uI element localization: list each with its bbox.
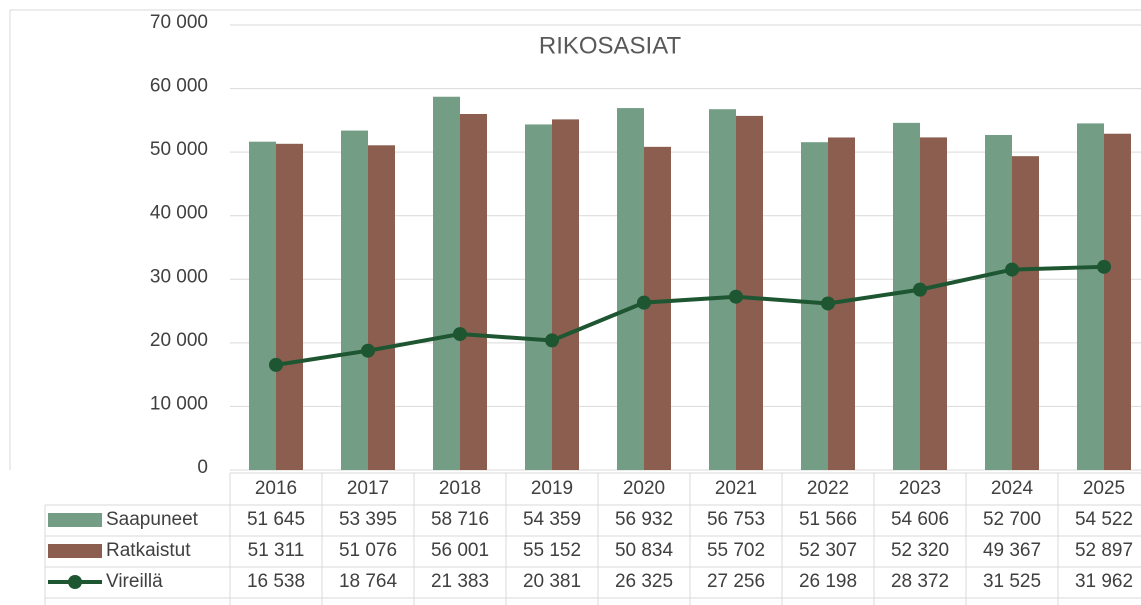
bar xyxy=(368,145,395,471)
table-value: 28 372 xyxy=(891,571,949,592)
legend-swatch xyxy=(48,544,102,558)
table-value: 54 359 xyxy=(523,509,581,530)
chart-title: RIKOSASIAT xyxy=(539,32,682,59)
bar xyxy=(433,96,460,470)
x-tick-label: 2021 xyxy=(715,478,757,499)
y-tick-label: 30 000 xyxy=(150,266,208,287)
marker xyxy=(269,357,283,372)
table-value: 53 395 xyxy=(339,509,397,530)
x-tick-label: 2016 xyxy=(255,478,297,499)
table-value: 21 383 xyxy=(431,571,489,592)
table-value: 56 932 xyxy=(615,509,673,530)
x-tick-label: 2024 xyxy=(991,478,1034,499)
table-value: 51 645 xyxy=(247,509,305,530)
table-value: 26 325 xyxy=(615,571,673,592)
table-value: 52 897 xyxy=(1075,540,1133,561)
marker xyxy=(1097,259,1111,274)
y-tick-label: 40 000 xyxy=(150,203,208,224)
legend-label: Saapuneet xyxy=(106,509,199,530)
table-value: 18 764 xyxy=(339,571,398,592)
x-tick-label: 2023 xyxy=(899,478,941,499)
marker xyxy=(821,296,835,311)
table-value: 26 198 xyxy=(799,571,857,592)
x-tick-label: 2022 xyxy=(807,478,849,499)
x-tick-label: 2025 xyxy=(1083,478,1125,499)
table-value: 51 311 xyxy=(248,540,305,561)
y-tick-label: 70 000 xyxy=(150,12,208,33)
y-tick-label: 0 xyxy=(197,457,208,478)
bar xyxy=(552,119,579,470)
table-value: 56 753 xyxy=(707,509,765,530)
y-tick-label: 10 000 xyxy=(150,393,208,414)
x-tick-label: 2020 xyxy=(623,478,665,499)
legend-swatch xyxy=(68,575,82,589)
y-tick-label: 20 000 xyxy=(150,330,208,351)
x-tick-label: 2019 xyxy=(531,478,573,499)
table-value: 51 566 xyxy=(799,509,857,530)
bar xyxy=(893,122,920,471)
marker xyxy=(1005,262,1019,277)
bar xyxy=(249,141,276,470)
marker xyxy=(913,282,927,297)
table-value: 54 606 xyxy=(891,509,949,530)
table-value: 31 962 xyxy=(1075,571,1133,592)
table-value: 54 522 xyxy=(1075,509,1133,530)
marker xyxy=(637,295,651,310)
x-tick-label: 2018 xyxy=(439,478,481,499)
bar xyxy=(1104,133,1131,471)
table-value: 16 538 xyxy=(247,571,305,592)
table-value: 50 834 xyxy=(615,540,674,561)
bar xyxy=(709,109,736,470)
bar xyxy=(460,113,487,470)
legend-label: Vireillä xyxy=(106,571,163,592)
bar xyxy=(341,130,368,470)
table-value: 51 076 xyxy=(339,540,397,561)
table-value: 49 367 xyxy=(983,540,1041,561)
table-value: 27 256 xyxy=(707,571,765,592)
bar xyxy=(1077,123,1104,470)
table-value: 52 320 xyxy=(891,540,949,561)
y-tick-label: 60 000 xyxy=(150,76,208,97)
bar xyxy=(276,143,303,470)
table-value: 58 716 xyxy=(431,509,489,530)
table-value: 52 307 xyxy=(799,540,857,561)
marker xyxy=(361,343,375,358)
table-value: 52 700 xyxy=(983,509,1041,530)
table-value: 31 525 xyxy=(983,571,1041,592)
bar xyxy=(525,124,552,470)
table-value: 55 152 xyxy=(523,540,581,561)
marker xyxy=(453,327,467,342)
line xyxy=(275,264,1105,367)
bar xyxy=(1012,156,1039,470)
bar xyxy=(920,137,947,470)
table-value: 56 001 xyxy=(431,540,489,561)
legend-label: Ratkaistut xyxy=(106,540,191,561)
y-tick-label: 50 000 xyxy=(150,139,208,160)
bar xyxy=(617,108,644,471)
table-value: 55 702 xyxy=(707,540,765,561)
marker xyxy=(545,333,559,348)
table-value: 20 381 xyxy=(523,571,581,592)
legend-swatch xyxy=(48,513,102,527)
marker xyxy=(729,289,743,304)
bar xyxy=(644,146,671,470)
bar xyxy=(985,134,1012,470)
x-tick-label: 2017 xyxy=(347,478,389,499)
